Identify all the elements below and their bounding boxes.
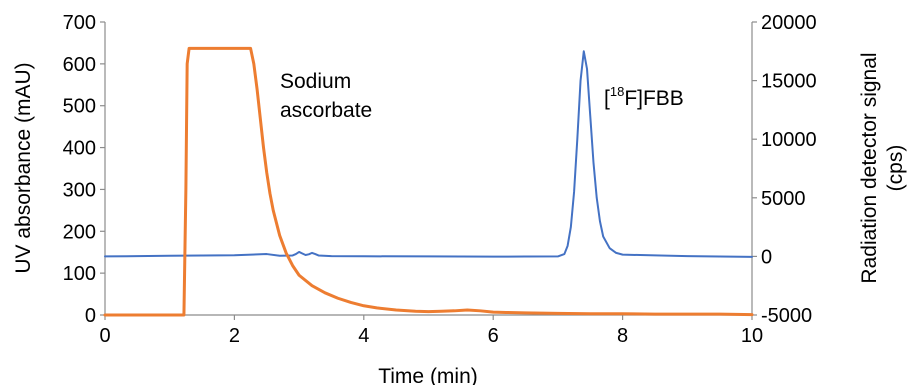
annotation-fbb-superscript: 18 — [610, 84, 624, 99]
left-y-tick-label: 100 — [63, 263, 96, 285]
left-y-tick-label: 300 — [63, 179, 96, 201]
annotation-fbb: [18F]FBB — [604, 84, 684, 110]
right-y-axis-label-line2: (cps) — [884, 145, 907, 192]
right-y-tick-label: 0 — [761, 246, 772, 268]
right-y-tick-label: -5000 — [761, 305, 812, 327]
x-tick-label: 8 — [617, 325, 628, 347]
x-tick-label: 10 — [741, 325, 763, 347]
x-axis-label: Time (min) — [378, 365, 478, 385]
right-y-axis-label-line1: Radiation detector signal — [858, 52, 881, 283]
x-axis-ticks: 0 2 4 6 8 10 — [99, 315, 763, 347]
left-y-tick-label: 0 — [85, 305, 96, 327]
right-y-tick-label: 20000 — [761, 12, 817, 34]
right-y-tick-label: 10000 — [761, 129, 817, 151]
annotation-fbb-rest: F]FBB — [624, 87, 684, 110]
left-y-tick-label: 400 — [63, 138, 96, 160]
x-tick-label: 4 — [358, 325, 369, 347]
annotation-sodium-line2: ascorbate — [280, 99, 372, 122]
left-y-tick-label: 700 — [63, 12, 96, 34]
right-y-axis-ticks: -5000 0 5000 10000 15000 20000 — [752, 12, 817, 327]
x-tick-label: 0 — [99, 325, 110, 347]
left-y-axis-label: UV absorbance (mAU) — [12, 62, 35, 273]
x-tick-label: 6 — [488, 325, 499, 347]
right-y-tick-label: 15000 — [761, 71, 817, 93]
annotation-sodium-line1: Sodium — [280, 70, 351, 93]
x-tick-label: 2 — [229, 325, 240, 347]
series-layer — [103, 46, 754, 317]
left-y-tick-label: 200 — [63, 221, 96, 243]
series-line-uv — [103, 46, 754, 317]
annotation-fbb-bracket: [ — [604, 87, 610, 110]
left-y-tick-label: 600 — [63, 54, 96, 76]
left-y-axis-ticks: 0 100 200 300 400 500 600 700 — [63, 12, 105, 327]
right-y-tick-label: 5000 — [761, 188, 806, 210]
series-line-radiation — [104, 50, 753, 258]
left-y-tick-label: 500 — [63, 96, 96, 118]
